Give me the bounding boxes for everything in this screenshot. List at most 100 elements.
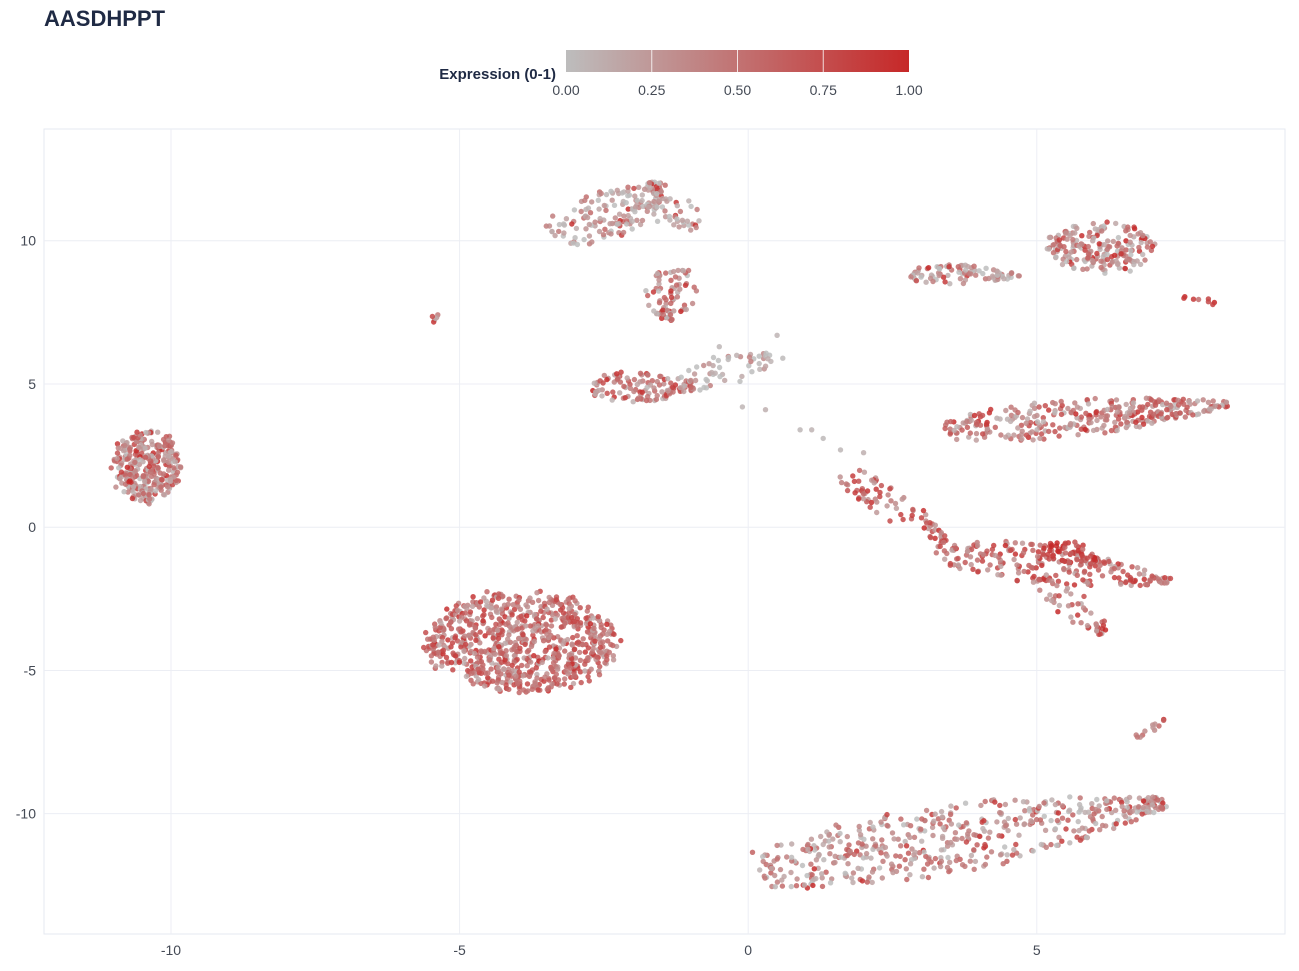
data-point: [1031, 573, 1037, 580]
data-point: [1063, 248, 1069, 255]
data-point: [1163, 400, 1170, 406]
data-point: [484, 589, 490, 595]
data-point: [481, 607, 487, 613]
data-point: [918, 826, 924, 832]
data-point: [1054, 817, 1061, 824]
data-point: [1052, 428, 1058, 435]
data-point: [485, 675, 491, 681]
data-point: [549, 666, 555, 672]
data-point: [1071, 582, 1078, 588]
data-point: [1076, 801, 1083, 808]
data-point: [920, 507, 927, 514]
data-point: [1089, 801, 1095, 807]
data-point: [527, 595, 533, 601]
data-point: [1065, 603, 1072, 609]
data-point: [959, 835, 965, 842]
data-point: [932, 527, 938, 533]
data-point: [756, 360, 762, 367]
data-point: [844, 487, 851, 494]
data-point: [877, 489, 883, 496]
data-point: [478, 670, 484, 676]
data-point: [135, 492, 142, 498]
data-point: [516, 669, 522, 675]
data-point: [518, 613, 524, 619]
data-point: [811, 843, 817, 849]
data-point: [433, 663, 439, 669]
data-point: [670, 384, 676, 390]
data-point: [596, 228, 603, 235]
data-point: [1065, 405, 1071, 412]
data-point: [505, 636, 511, 642]
data-point: [1115, 416, 1122, 422]
x-tick-label: -10: [161, 942, 181, 958]
data-point: [1160, 717, 1167, 723]
data-point: [968, 271, 974, 277]
data-point: [668, 294, 675, 301]
data-point: [588, 666, 594, 672]
data-point: [819, 871, 825, 877]
data-point: [623, 200, 629, 206]
data-point: [778, 842, 784, 848]
data-point: [514, 626, 520, 633]
data-point: [982, 861, 989, 868]
data-point: [1034, 412, 1040, 419]
data-point: [774, 879, 781, 885]
data-point: [604, 657, 610, 663]
data-point: [788, 869, 794, 876]
data-point: [971, 847, 977, 853]
data-point: [655, 198, 662, 204]
data-point: [592, 219, 598, 225]
data-point: [558, 624, 564, 630]
data-point: [1046, 234, 1053, 241]
data-point: [1071, 265, 1077, 271]
data-point: [913, 278, 920, 284]
data-point: [1079, 241, 1085, 247]
data-point: [1128, 819, 1135, 825]
data-point: [1085, 243, 1092, 250]
data-point: [809, 427, 815, 433]
data-point: [1139, 404, 1146, 410]
data-point: [1078, 558, 1085, 564]
data-point: [1102, 430, 1108, 436]
data-point: [800, 846, 806, 853]
data-point: [944, 864, 951, 871]
data-point: [1035, 549, 1042, 555]
y-tick-label: 5: [28, 376, 36, 392]
data-point: [1127, 405, 1134, 411]
data-point: [166, 437, 172, 443]
data-point: [1003, 434, 1009, 440]
data-point: [171, 465, 177, 471]
data-point: [601, 372, 607, 379]
data-point: [826, 844, 832, 850]
colorbar: Expression (0-1)0.00 0.25 0.50 0.75 1.00: [439, 50, 923, 98]
data-point: [619, 190, 625, 196]
data-point: [543, 627, 549, 633]
data-point: [1075, 432, 1081, 438]
data-point: [963, 839, 970, 845]
data-point: [1041, 813, 1048, 819]
data-point: [903, 843, 910, 849]
data-point: [572, 598, 578, 604]
data-point: [788, 883, 794, 890]
data-point: [1205, 399, 1212, 405]
data-point: [538, 608, 544, 614]
data-point: [608, 622, 614, 628]
data-point: [716, 364, 723, 371]
data-point: [1034, 419, 1041, 425]
data-point: [134, 429, 140, 435]
data-point: [856, 478, 862, 484]
data-point: [674, 203, 680, 209]
data-point: [577, 605, 583, 611]
data-point: [1068, 614, 1074, 620]
data-point: [550, 655, 556, 661]
data-point: [137, 483, 144, 490]
data-point: [1042, 827, 1049, 833]
data-point: [1102, 627, 1109, 633]
data-point: [600, 631, 606, 637]
data-point: [1124, 799, 1130, 805]
data-point: [529, 599, 536, 605]
data-point: [166, 467, 172, 473]
data-point: [1123, 247, 1129, 253]
data-point: [1030, 812, 1036, 818]
data-point: [503, 652, 510, 659]
